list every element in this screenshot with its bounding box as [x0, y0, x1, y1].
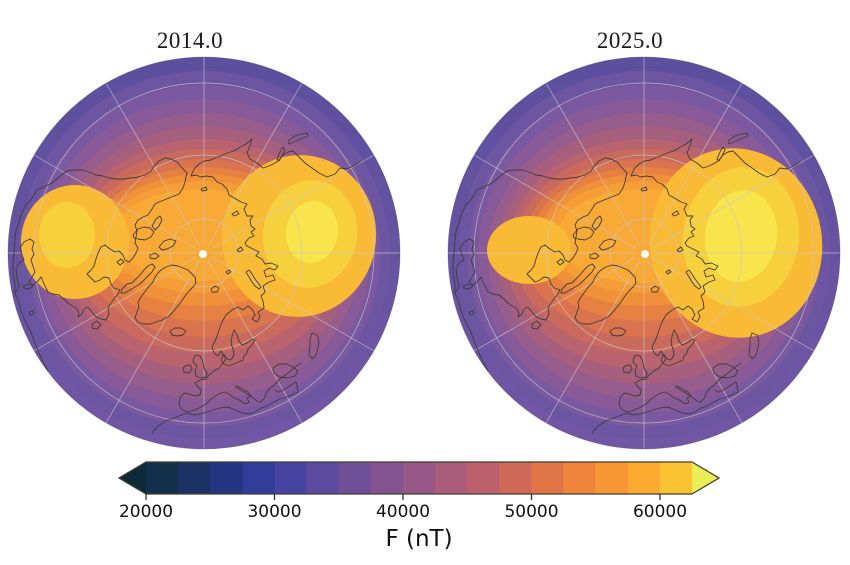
colorbar-segment	[467, 462, 500, 494]
colorbar-segment	[210, 462, 243, 494]
colorbar-segment	[435, 462, 468, 494]
colorbar-segment	[499, 462, 532, 494]
colorbar-segment	[627, 462, 661, 494]
colorbar-segment	[178, 462, 211, 494]
hotspot-siberia-core	[704, 190, 778, 282]
colorbar-segment	[659, 462, 693, 494]
colorbar-over-arrow	[692, 462, 719, 494]
globe-outline	[447, 56, 841, 450]
panel-title-2014: 2014.0	[156, 28, 224, 53]
north-pole-dot	[199, 250, 207, 258]
globe-map-2025	[447, 56, 841, 450]
colorbar-segment	[146, 462, 179, 494]
globe-map-2014	[7, 56, 401, 450]
colorbar-outline	[117, 461, 721, 495]
colorbar-axis-label: F (nT)	[385, 526, 453, 552]
colorbar-segment	[563, 462, 596, 494]
colorbar-segment	[274, 462, 307, 494]
hotspot-canada-yellow	[39, 202, 95, 268]
colorbar-segment	[402, 462, 436, 494]
hotspot-canada-golden	[487, 216, 571, 284]
colorbar-segment	[595, 462, 629, 494]
colorbar-tick-label: 50000	[504, 502, 558, 522]
colorbar-under-arrow	[119, 462, 146, 494]
colorbar-segment	[306, 462, 339, 494]
colorbar-tick-label: 40000	[376, 502, 430, 522]
colorbar: 20000 30000 40000 50000 60000	[117, 461, 721, 522]
colorbar-segments	[119, 462, 719, 494]
globe-outline	[7, 56, 401, 450]
colorbar-tick-label: 30000	[247, 502, 301, 522]
colorbar-ticks	[145, 494, 661, 500]
north-pole-dot	[641, 250, 649, 258]
colorbar-tick-label: 60000	[633, 502, 687, 522]
colorbar-segment	[370, 462, 404, 494]
colorbar-segment	[531, 462, 564, 494]
colorbar-segment	[338, 462, 372, 494]
colorbar-tick-label: 20000	[119, 502, 173, 522]
panel-title-2025: 2025.0	[596, 28, 664, 53]
hotspot-siberia-core	[285, 201, 339, 263]
colorbar-segment	[242, 462, 275, 494]
